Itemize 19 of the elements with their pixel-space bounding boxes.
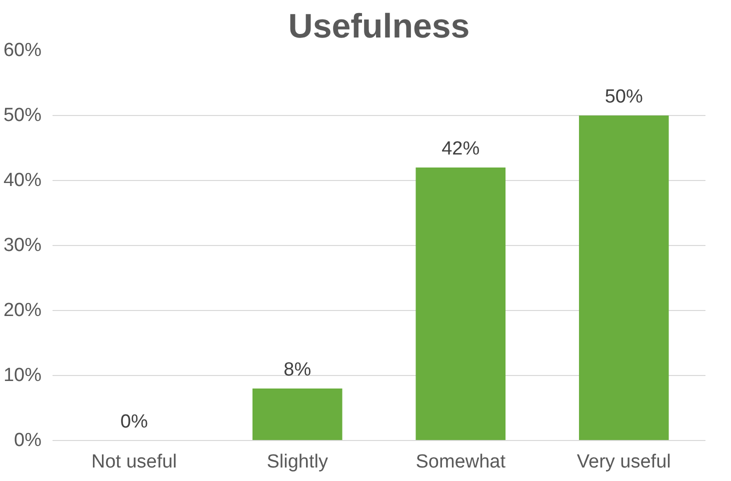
- bar: [416, 168, 506, 440]
- y-tick-label: 30%: [3, 235, 42, 256]
- y-tick-label: 40%: [3, 170, 42, 191]
- bar: [252, 388, 342, 440]
- data-label: 42%: [442, 138, 480, 160]
- data-label: 8%: [284, 360, 312, 380]
- y-tick-label: 60%: [3, 40, 42, 61]
- y-tick-label: 0%: [14, 430, 42, 451]
- x-tick-label: Not useful: [91, 452, 177, 472]
- y-tick-label: 50%: [3, 105, 42, 126]
- data-label: 50%: [604, 86, 643, 108]
- chart-title: Usefulness: [288, 8, 470, 46]
- y-tick-label: 10%: [3, 365, 42, 386]
- x-tick-label: Very useful: [576, 452, 671, 472]
- x-tick-label: Slightly: [266, 452, 328, 472]
- bar: [578, 116, 669, 440]
- data-label: 0%: [120, 412, 148, 432]
- y-tick-label: 20%: [3, 300, 42, 321]
- x-tick-label: Somewhat: [416, 452, 506, 472]
